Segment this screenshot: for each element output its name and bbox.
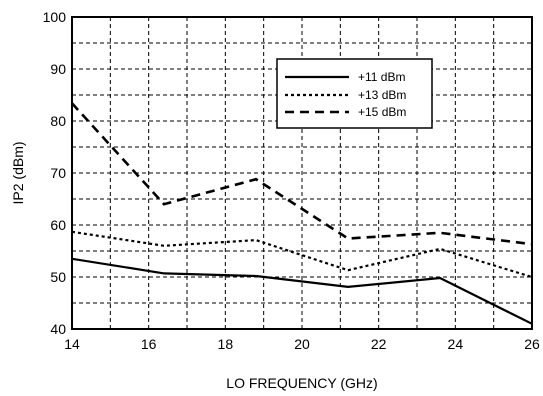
- series-line-15dbm: [72, 102, 532, 246]
- x-tick-label: 22: [371, 336, 387, 352]
- x-tick-label: 26: [524, 336, 540, 352]
- axis-ticks: 40 50 60 70 80 90 100 14 16 18 20 22 24 26: [43, 9, 540, 352]
- x-tick-label: 16: [141, 336, 157, 352]
- x-tick-label: 24: [448, 336, 464, 352]
- legend-label-13dbm: +13 dBm: [358, 88, 406, 102]
- y-tick-label: 80: [50, 113, 66, 129]
- y-tick-label: 90: [50, 61, 66, 77]
- y-axis-title: IP2 (dBm): [10, 141, 26, 204]
- legend-label-15dbm: +15 dBm: [358, 105, 406, 119]
- y-tick-label: 50: [50, 269, 66, 285]
- legend: +11 dBm +13 dBm +15 dBm: [276, 58, 433, 129]
- legend-label-11dbm: +11 dBm: [358, 70, 405, 84]
- series-line-13dbm: [72, 230, 532, 279]
- y-tick-label: 70: [50, 165, 66, 181]
- series-lines: [72, 102, 532, 325]
- plot-area-frame: [71, 16, 533, 330]
- legend-box: [276, 58, 433, 129]
- y-tick-label: 100: [43, 9, 67, 25]
- x-tick-label: 20: [294, 336, 310, 352]
- y-tick-label: 40: [50, 321, 66, 337]
- x-tick-label: 14: [64, 336, 80, 352]
- x-axis-title: LO FREQUENCY (GHz): [226, 375, 377, 391]
- y-tick-label: 60: [50, 217, 66, 233]
- series-line-11dbm: [72, 257, 532, 325]
- x-tick-label: 18: [218, 336, 234, 352]
